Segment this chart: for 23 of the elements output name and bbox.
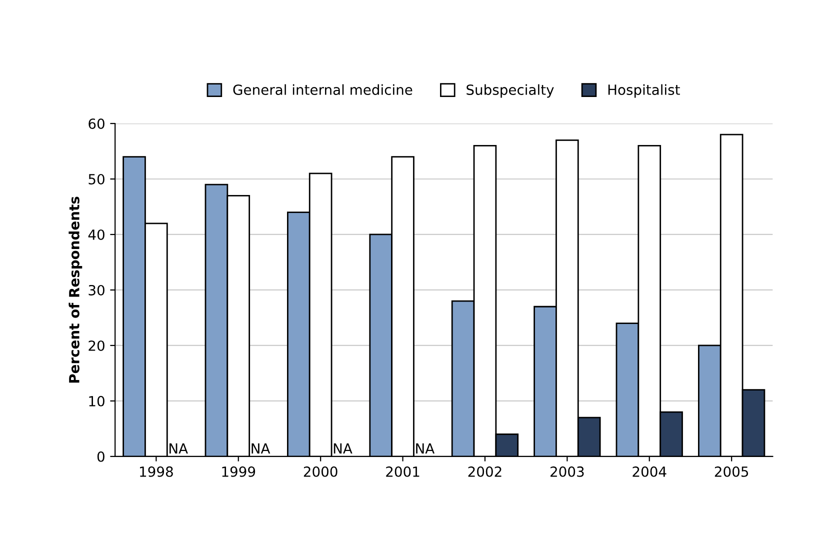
y-tick-label: 40 [88, 229, 104, 240]
y-tick-label: 20 [88, 340, 104, 351]
y-axis-title: Percent of Respondents [68, 196, 82, 383]
x-tick-label: 1999 [222, 466, 256, 477]
x-tick-label: 2005 [714, 466, 748, 477]
legend-label: Hospitalist [608, 84, 680, 98]
x-tick-label: 1998 [140, 466, 173, 477]
y-tick-label: 30 [88, 284, 104, 296]
x-tick-label: 2004 [632, 466, 666, 477]
text: NA [252, 443, 270, 454]
x-tick-label: 2003 [550, 466, 584, 477]
x-tick-label: 2000 [304, 466, 338, 477]
y-tick-label: 0 [97, 451, 104, 462]
y-tick-label: 60 [88, 118, 104, 129]
text: NA [170, 443, 188, 454]
legend-label: General internal medicine [233, 84, 412, 95]
y-tick-label: 10 [89, 396, 104, 406]
x-tick-label: 2002 [468, 466, 502, 477]
y-tick-label: 50 [88, 174, 104, 184]
legend-label: Subspecialty [466, 84, 554, 98]
text: NA [416, 443, 435, 454]
x-tick-label: 2001 [386, 466, 420, 477]
text: NA [334, 443, 352, 454]
